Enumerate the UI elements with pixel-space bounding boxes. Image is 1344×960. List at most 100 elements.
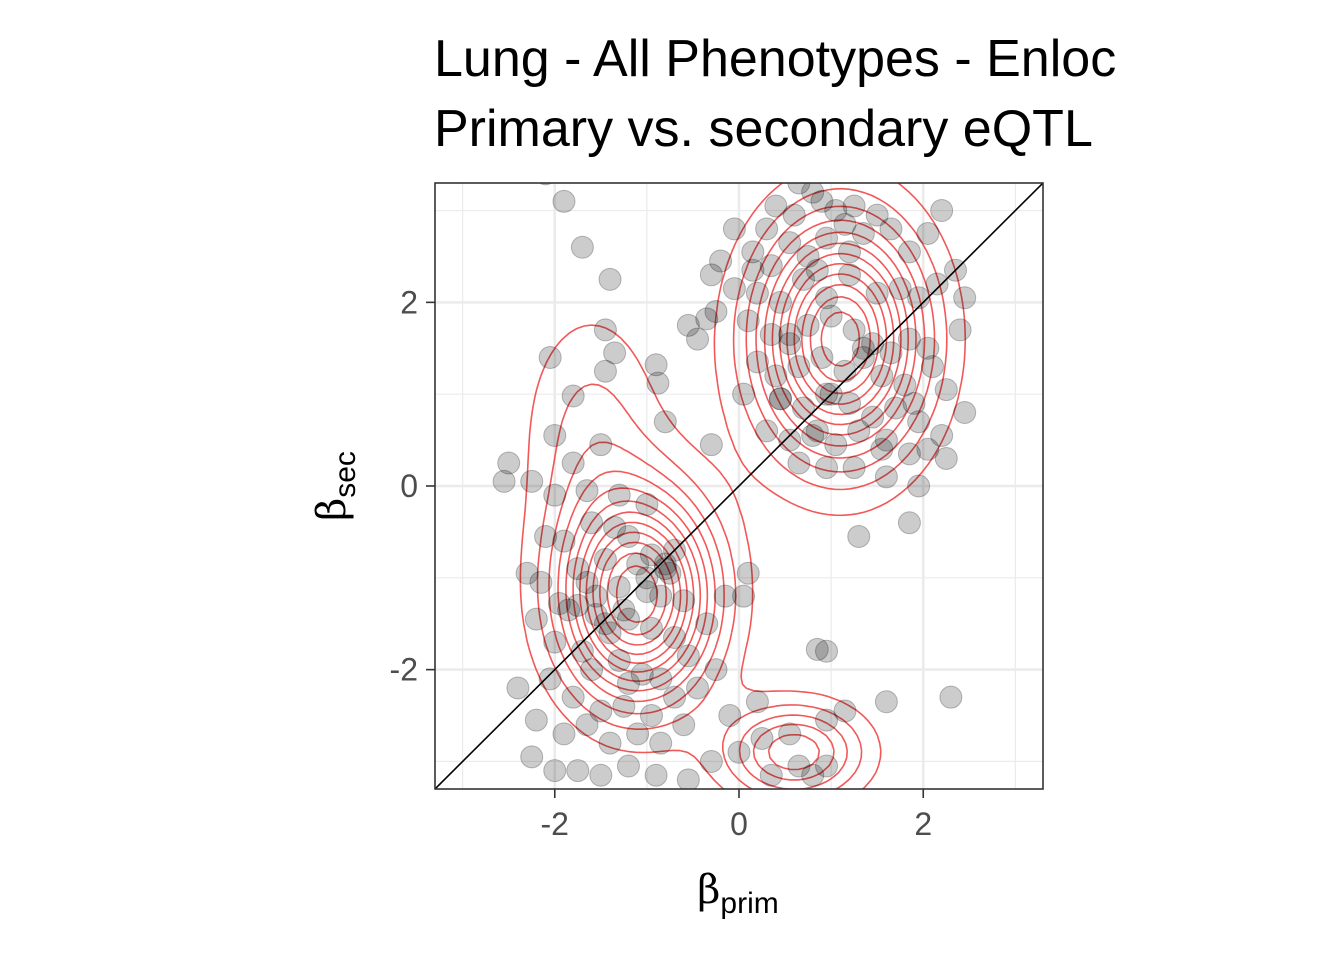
scatter-point [768, 290, 792, 314]
scatter-point [580, 658, 604, 682]
reference-diagonal-line [435, 183, 1043, 789]
scatter-point [801, 183, 825, 204]
scatter-point [897, 240, 921, 264]
scatter-point [534, 525, 558, 548]
scatter-point [603, 341, 627, 365]
scatter-point [879, 341, 903, 365]
scatter-point [870, 364, 894, 388]
scatter-point [639, 616, 663, 640]
scatter-point [695, 307, 719, 331]
scatter-point [824, 433, 848, 457]
scatter-point [778, 428, 802, 452]
density-contour-6 [572, 242, 909, 682]
density-contour-3 [548, 205, 936, 789]
scatter-point [492, 469, 516, 493]
density-contour-5 [565, 231, 917, 771]
scatter-point [838, 391, 862, 415]
scatter-point [566, 593, 590, 617]
scatter-point [953, 286, 977, 310]
scatter-point [593, 359, 617, 383]
scatter-point [589, 763, 613, 787]
scatter-point [847, 525, 871, 548]
scatter-point [543, 759, 567, 783]
scatter-point [833, 359, 857, 383]
scatter-point [907, 474, 931, 498]
scatter-point [842, 194, 866, 218]
scatter-points [492, 183, 977, 789]
chart-title: Lung - All Phenotypes - Enloc [434, 30, 1116, 88]
scatter-point [916, 437, 940, 461]
scatter-point [810, 345, 834, 369]
scatter-point [722, 277, 746, 301]
scatter-point [676, 644, 700, 668]
scatter-point [741, 240, 765, 264]
scatter-point [524, 708, 548, 732]
scatter-point [801, 424, 825, 447]
scatter-point [902, 391, 926, 415]
scatter-point [649, 731, 673, 755]
scatter-point [543, 424, 567, 447]
scatter-point [851, 345, 875, 369]
scatter-point [713, 584, 737, 608]
scatter-point [815, 382, 839, 406]
scatter-point [561, 451, 585, 475]
scatter-point [570, 639, 594, 663]
scatter-point [598, 621, 622, 645]
scatter-point [874, 465, 898, 489]
scatter-point [745, 281, 769, 305]
scatter-point [589, 433, 613, 457]
scatter-point [603, 515, 627, 539]
y-axis-label: βsec [309, 451, 362, 521]
scatter-point [759, 323, 783, 346]
density-contours [519, 183, 967, 789]
scatter-point [764, 194, 788, 218]
scatter-point [741, 258, 765, 282]
scatter-point [695, 612, 719, 636]
x-axis-label: βprim [697, 867, 778, 920]
x-tick-label: 0 [730, 806, 748, 842]
scatter-point [861, 332, 885, 356]
scatter-point [851, 222, 875, 245]
y-tick-label: 0 [400, 468, 418, 504]
scatter-point [838, 263, 862, 287]
scatter-point [815, 456, 839, 480]
scatter-point [616, 525, 640, 548]
y-tick-label: 2 [400, 284, 418, 320]
scatter-point [593, 547, 617, 571]
scatter-point [948, 318, 972, 342]
scatter-point [865, 203, 889, 227]
scatter-point [626, 552, 650, 576]
scatter-point [796, 313, 820, 337]
scatter-point [543, 483, 567, 507]
scatter-point [612, 694, 636, 718]
scatter-point [543, 630, 567, 654]
scatter-point [920, 355, 944, 379]
scatter-point [644, 763, 668, 787]
scatter-point [699, 749, 723, 773]
density-contour-1 [519, 183, 967, 789]
scatter-point [607, 648, 631, 672]
scatter-point [897, 327, 921, 351]
scatter-point [897, 442, 921, 466]
scatter-point [745, 350, 769, 374]
scatter-point [787, 451, 811, 475]
scatter-point [888, 277, 912, 301]
scatter-point [805, 419, 829, 443]
scatter-point [686, 327, 710, 351]
scatter-point [658, 561, 682, 585]
scatter-point [732, 382, 756, 406]
scatter-point [934, 378, 958, 402]
scatter-point [727, 740, 751, 764]
scatter-point [626, 722, 650, 746]
scatter-point [630, 662, 654, 686]
scatter-point [663, 626, 687, 649]
scatter-point [934, 446, 958, 470]
scatter-point [653, 557, 677, 581]
scatter-point [801, 763, 825, 787]
scatter-point [815, 226, 839, 250]
scatter-point [580, 511, 604, 535]
scatter-point [497, 451, 521, 475]
scatter-point [851, 336, 875, 360]
scatter-point [939, 685, 963, 709]
scatter-point [778, 722, 802, 746]
